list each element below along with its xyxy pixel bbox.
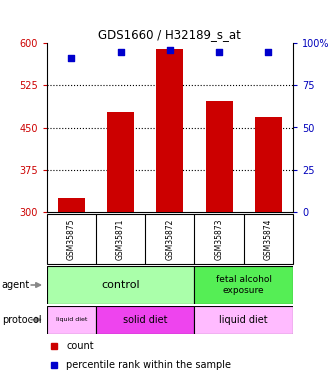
Text: GSM35875: GSM35875 <box>67 218 76 260</box>
Text: solid diet: solid diet <box>123 315 167 325</box>
Bar <box>58 198 85 212</box>
Text: fetal alcohol
exposure: fetal alcohol exposure <box>216 275 272 295</box>
Text: GSM35873: GSM35873 <box>214 218 224 260</box>
Bar <box>156 49 183 212</box>
Text: agent: agent <box>2 280 30 290</box>
Point <box>69 56 74 62</box>
Bar <box>255 117 282 212</box>
Text: protocol: protocol <box>2 315 41 325</box>
Point <box>266 49 271 55</box>
Point <box>167 47 172 53</box>
Bar <box>194 306 293 334</box>
Bar <box>194 266 293 304</box>
Bar <box>47 266 194 304</box>
Title: GDS1660 / H32189_s_at: GDS1660 / H32189_s_at <box>98 28 241 40</box>
Bar <box>107 112 134 212</box>
Point <box>216 49 222 55</box>
Text: percentile rank within the sample: percentile rank within the sample <box>66 360 231 370</box>
Text: count: count <box>66 341 94 351</box>
Text: GSM35871: GSM35871 <box>116 218 125 260</box>
Bar <box>96 306 194 334</box>
Text: GSM35872: GSM35872 <box>165 218 174 260</box>
Text: control: control <box>101 280 140 290</box>
Bar <box>47 306 96 334</box>
Bar <box>205 100 233 212</box>
Text: liquid diet: liquid diet <box>219 315 268 325</box>
Text: liquid diet: liquid diet <box>56 317 87 322</box>
Text: GSM35874: GSM35874 <box>264 218 273 260</box>
Point <box>118 49 123 55</box>
